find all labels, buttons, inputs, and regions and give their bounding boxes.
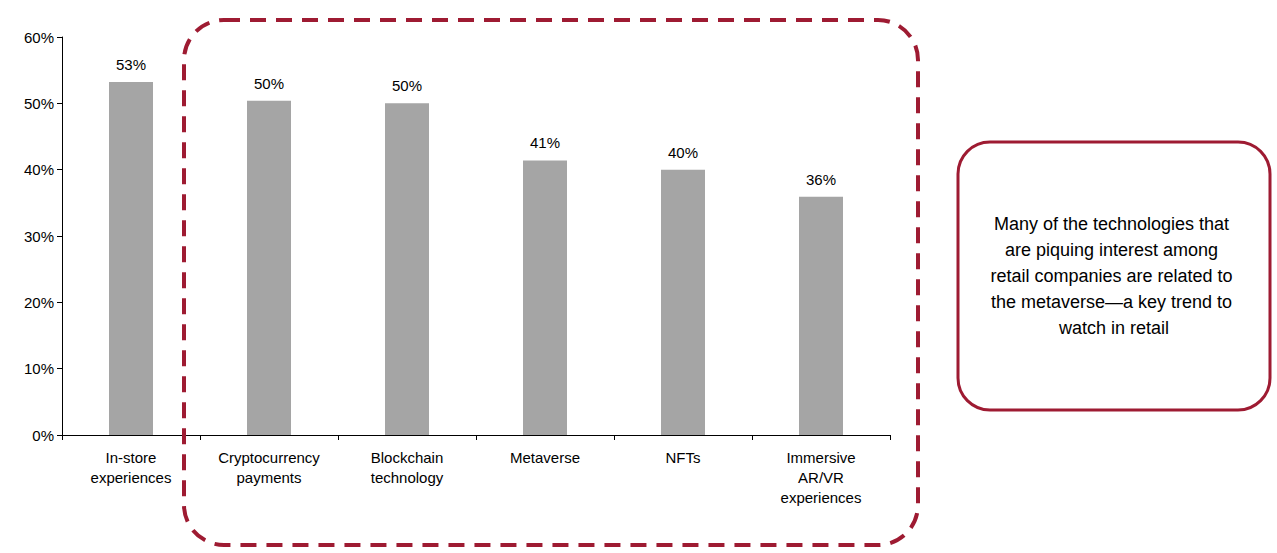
svg-text:50%: 50% [24, 95, 54, 112]
svg-text:are piquing interest among: are piquing interest among [1005, 240, 1223, 260]
svg-text:retail companies are related t: retail companies are related to [990, 266, 1237, 286]
svg-text:Blockchain: Blockchain [371, 449, 444, 466]
svg-text:Metaverse: Metaverse [510, 449, 580, 466]
svg-text:watch in retail: watch in retail [1058, 318, 1169, 338]
svg-text:36%: 36% [806, 171, 836, 188]
svg-text:Cryptocurrency: Cryptocurrency [218, 449, 320, 466]
svg-text:Immersive: Immersive [786, 449, 855, 466]
svg-text:In-store: In-store [106, 449, 157, 466]
svg-text:30%: 30% [24, 228, 54, 245]
svg-text:50%: 50% [392, 77, 422, 94]
svg-text:Many of the technologies that: Many of the technologies that [994, 214, 1234, 234]
svg-text:53%: 53% [116, 56, 146, 73]
svg-text:experiences: experiences [91, 469, 172, 486]
svg-text:40%: 40% [24, 161, 54, 178]
svg-text:20%: 20% [24, 294, 54, 311]
svg-text:41%: 41% [530, 134, 560, 151]
svg-text:0%: 0% [32, 427, 54, 444]
svg-text:payments: payments [236, 469, 301, 486]
svg-text:experiences: experiences [781, 489, 862, 506]
svg-text:AR/VR: AR/VR [798, 469, 844, 486]
svg-text:the metaverse—a key trend to: the metaverse—a key trend to [991, 292, 1237, 312]
svg-text:technology: technology [371, 469, 444, 486]
svg-text:40%: 40% [668, 144, 698, 161]
svg-text:10%: 10% [24, 360, 54, 377]
svg-text:NFTs: NFTs [666, 449, 701, 466]
svg-text:50%: 50% [254, 75, 284, 92]
svg-text:60%: 60% [24, 29, 54, 46]
